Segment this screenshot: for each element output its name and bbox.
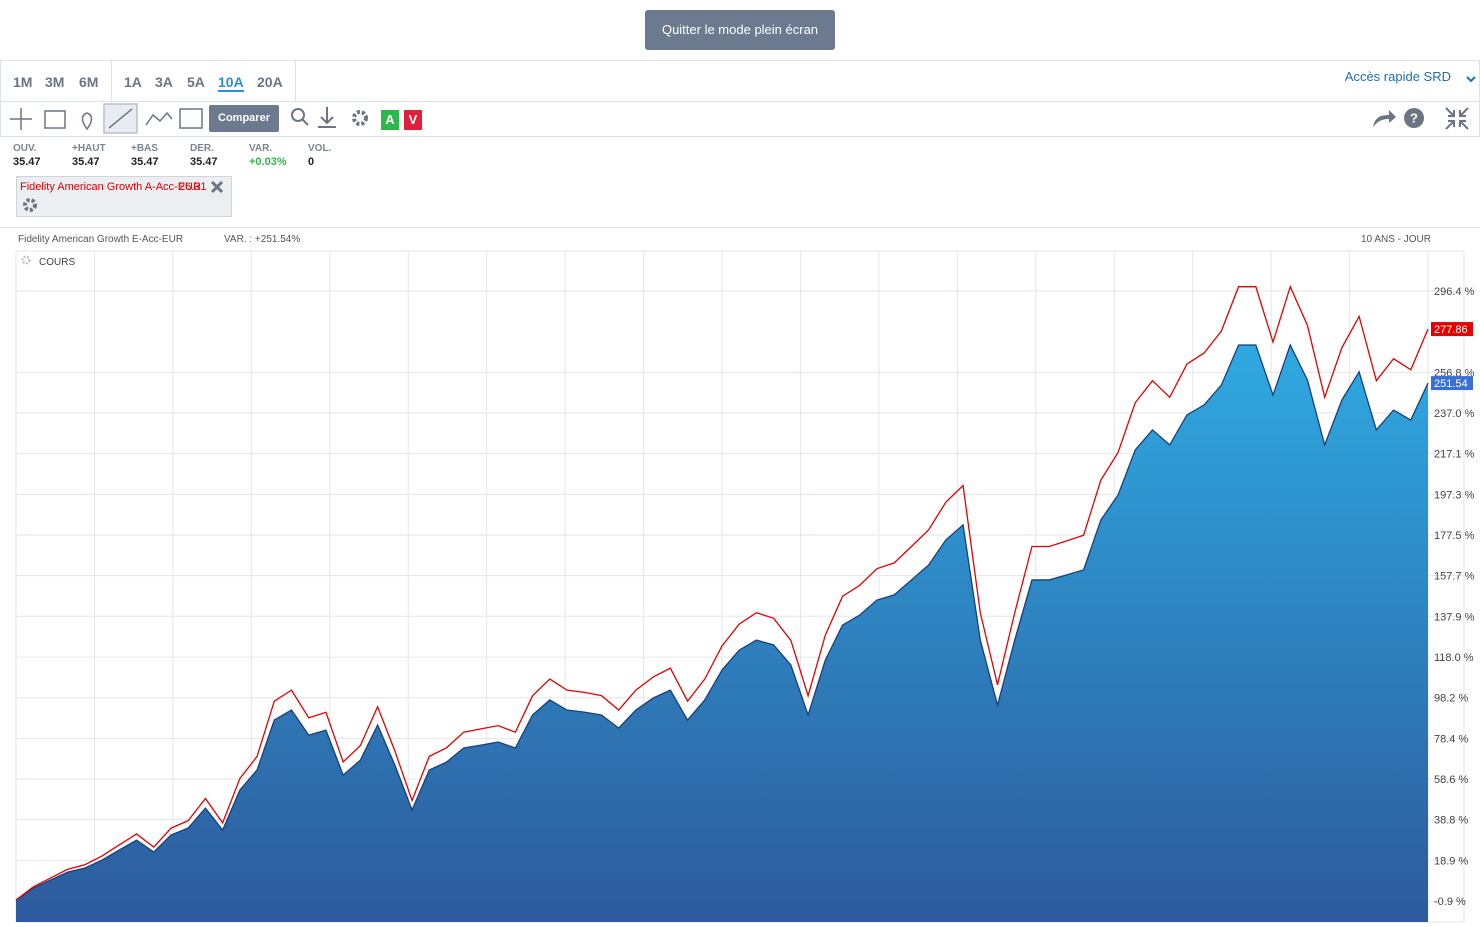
indicator-icon[interactable]	[21, 255, 31, 265]
y-tick-label: 157.7 %	[1434, 571, 1475, 583]
y-tick-label: 137.9 %	[1434, 611, 1475, 623]
period-button[interactable]: 3M	[45, 74, 65, 90]
help-glyph: ?	[1410, 111, 1418, 126]
search-icon[interactable]	[291, 108, 305, 122]
stat-label: VAR.	[249, 143, 273, 154]
calendar-icon[interactable]	[44, 110, 66, 129]
divider	[295, 61, 296, 101]
right-icons: ?	[1373, 107, 1469, 130]
y-tick-label: 296.4 %	[1434, 286, 1475, 298]
stat: DER. 35.47	[190, 143, 218, 168]
pin-icon[interactable]	[81, 112, 93, 131]
settings-icon[interactable]	[352, 110, 368, 126]
buy-button[interactable]: A	[381, 110, 399, 130]
crosshair-icon[interactable]	[10, 108, 32, 130]
indicator-label: COURS	[39, 257, 75, 268]
quick-access[interactable]: Accès rapide SRD	[1344, 69, 1451, 84]
chip-settings-icon[interactable]	[21, 196, 39, 214]
compare-value: 26.31	[179, 181, 207, 193]
period-button[interactable]: 1M	[13, 74, 33, 90]
period-button[interactable]: 3A	[155, 74, 173, 90]
series-line	[15, 343, 1429, 901]
chart-title: Fidelity American Growth E-Acc-EUR	[18, 234, 183, 245]
y-tick-label: -0.9 %	[1434, 896, 1466, 908]
divider	[111, 61, 112, 101]
period-button[interactable]: 5A	[187, 74, 205, 90]
last-value-box	[1431, 322, 1473, 337]
stat: VOL. 0	[308, 143, 331, 168]
period-button[interactable]: 1A	[124, 74, 142, 90]
period-bar: 1M 3M 6M 1A 3A 5A 10A 20A Accès rapide SRD	[0, 60, 1480, 102]
period-label: 10 ANS - JOUR	[1361, 234, 1431, 245]
share-icon[interactable]	[1373, 110, 1396, 127]
stat: OUV. 35.47	[13, 143, 41, 168]
compare-chip: Fidelity American Growth A-Acc-EUR 26.31	[16, 176, 232, 217]
y-tick-label: 118.0 %	[1434, 652, 1474, 664]
y-tick-label: 217.1 %	[1434, 449, 1475, 461]
period-button[interactable]: 6M	[79, 74, 99, 90]
compare-button[interactable]: Comparer	[209, 105, 279, 132]
y-tick-label: 197.3 %	[1434, 489, 1475, 501]
compare-name: Fidelity American Growth A-Acc-EUR	[20, 181, 201, 193]
period-button[interactable]: 20A	[257, 74, 283, 90]
toolbar: Comparer A V ?	[0, 101, 1480, 137]
stat: VAR. +0.03%	[249, 143, 287, 168]
help-icon[interactable]	[1404, 108, 1424, 128]
stat-value: 0	[308, 156, 315, 168]
y-tick-label: 78.4 %	[1434, 733, 1468, 745]
stat-value: 35.47	[131, 156, 159, 168]
y-tick-label: 177.5 %	[1434, 530, 1475, 542]
sell-button[interactable]: V	[404, 110, 422, 130]
news-icon[interactable]	[179, 108, 203, 129]
separator	[0, 227, 1480, 228]
tool-icons-2	[291, 107, 368, 128]
tool-icons	[10, 103, 203, 134]
chart: Fidelity American Growth E-Acc-EUR VAR. …	[15, 234, 1475, 923]
line-icon	[108, 108, 133, 129]
stat-value: 35.47	[72, 156, 100, 168]
stat-value: 35.47	[190, 156, 218, 168]
stat-label: VOL.	[308, 143, 332, 154]
remove-icon[interactable]	[209, 179, 225, 195]
period-button[interactable]: 10A	[218, 74, 244, 92]
chevron[interactable]	[1465, 73, 1477, 85]
y-tick-label: 18.9 %	[1434, 855, 1468, 867]
last-value-box	[1431, 376, 1473, 391]
exit-fullscreen-button[interactable]: Quitter le mode plein écran	[645, 10, 835, 50]
y-tick-label: 237.0 %	[1434, 408, 1475, 420]
last-value-label: 277.86	[1434, 324, 1468, 336]
y-tick-label: 38.8 %	[1434, 815, 1468, 827]
stat-value: 35.47	[13, 156, 41, 168]
y-tick-label: 58.6 %	[1434, 774, 1468, 786]
chart-subtitle: VAR. : +251.54%	[224, 234, 300, 245]
area-icon[interactable]	[145, 111, 173, 126]
stat-label: DER.	[190, 143, 214, 154]
series-line	[15, 284, 1429, 901]
stat-label: +HAUT	[72, 143, 106, 154]
stat: +BAS 35.47	[131, 143, 159, 168]
y-tick-label: 98.2 %	[1434, 693, 1468, 705]
stat: +HAUT 35.47	[72, 143, 106, 168]
area-fill	[16, 344, 1428, 922]
stat-label: +BAS	[131, 143, 158, 154]
download-icon[interactable]	[318, 107, 336, 128]
stat-label: OUV.	[13, 143, 37, 154]
last-value-label: 251.54	[1434, 378, 1468, 390]
stat-value: +0.03%	[249, 156, 287, 168]
fullscreen-icon[interactable]	[1445, 107, 1469, 130]
